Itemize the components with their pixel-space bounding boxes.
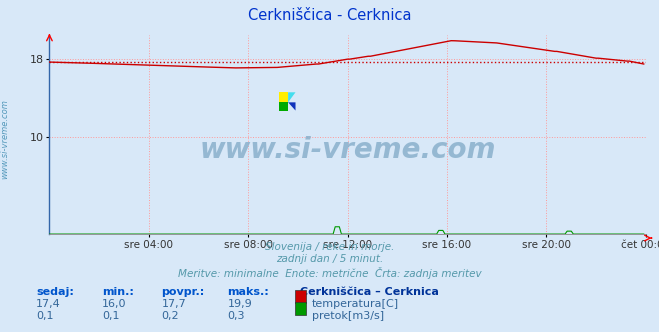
Text: 17,7: 17,7 — [161, 299, 186, 309]
Text: 0,1: 0,1 — [36, 311, 54, 321]
Text: temperatura[C]: temperatura[C] — [312, 299, 399, 309]
Text: pretok[m3/s]: pretok[m3/s] — [312, 311, 384, 321]
Text: min.:: min.: — [102, 287, 134, 297]
Text: 0,3: 0,3 — [227, 311, 245, 321]
Text: zadnji dan / 5 minut.: zadnji dan / 5 minut. — [276, 254, 383, 264]
Text: 16,0: 16,0 — [102, 299, 127, 309]
Text: Slovenija / reke in morje.: Slovenija / reke in morje. — [265, 242, 394, 252]
Text: www.si-vreme.com: www.si-vreme.com — [200, 136, 496, 164]
Text: povpr.:: povpr.: — [161, 287, 205, 297]
Text: sedaj:: sedaj: — [36, 287, 74, 297]
Text: 0,2: 0,2 — [161, 311, 179, 321]
Text: 19,9: 19,9 — [227, 299, 252, 309]
Text: Cerkniščica - Cerknica: Cerkniščica - Cerknica — [248, 8, 411, 23]
Text: Meritve: minimalne  Enote: metrične  Črta: zadnja meritev: Meritve: minimalne Enote: metrične Črta:… — [178, 267, 481, 279]
Text: Cerkniščica – Cerknica: Cerkniščica – Cerknica — [300, 287, 439, 297]
Text: 17,4: 17,4 — [36, 299, 61, 309]
Text: maks.:: maks.: — [227, 287, 269, 297]
Text: www.si-vreme.com: www.si-vreme.com — [1, 100, 10, 179]
Text: 0,1: 0,1 — [102, 311, 120, 321]
